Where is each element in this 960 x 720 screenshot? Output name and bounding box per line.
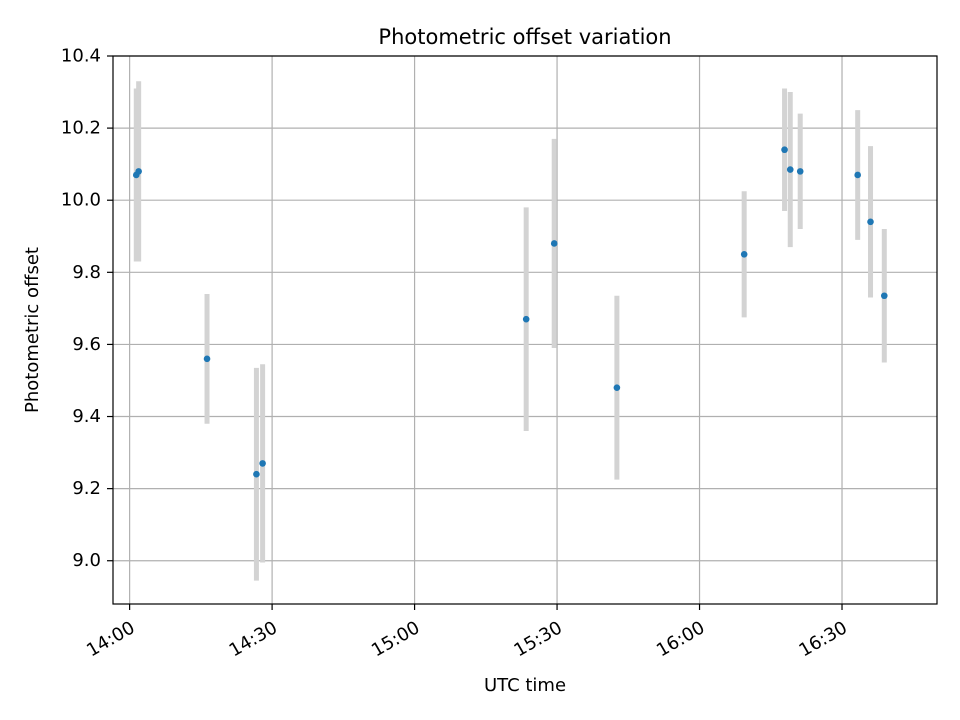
- data-point: [880, 292, 888, 300]
- y-tick-label: 10.4: [61, 46, 101, 67]
- y-tick-label: 9.8: [72, 262, 101, 283]
- plot-frame: [112, 55, 938, 605]
- data-point: [259, 460, 266, 467]
- y-tick-label: 9.6: [72, 334, 101, 355]
- y-tick-label: 9.0: [72, 550, 101, 571]
- data-point: [786, 166, 794, 173]
- y-tick-label: 9.4: [72, 406, 101, 427]
- data-point: [550, 240, 558, 247]
- data-point: [867, 218, 874, 226]
- data-points: [132, 146, 888, 478]
- y-axis-ticks: 9.0 9.2 9.4 9.6 9.8 10.0 10.2 10.4: [61, 46, 113, 571]
- data-point: [781, 146, 788, 154]
- data-point: [613, 384, 621, 391]
- data-point: [522, 315, 530, 323]
- y-tick-label: 10.0: [61, 190, 101, 211]
- y-axis-title: Photometric offset: [22, 247, 43, 413]
- y-tick-label: 10.2: [61, 118, 101, 139]
- data-point: [740, 250, 748, 258]
- data-point: [203, 355, 211, 363]
- data-point: [854, 171, 861, 179]
- x-axis-title: UTC time: [484, 675, 566, 696]
- data-point: [796, 168, 804, 175]
- data-point: [253, 470, 260, 478]
- chart-title: Photometric offset variation: [378, 25, 671, 49]
- data-point: [135, 168, 142, 175]
- y-tick-label: 9.2: [72, 478, 101, 499]
